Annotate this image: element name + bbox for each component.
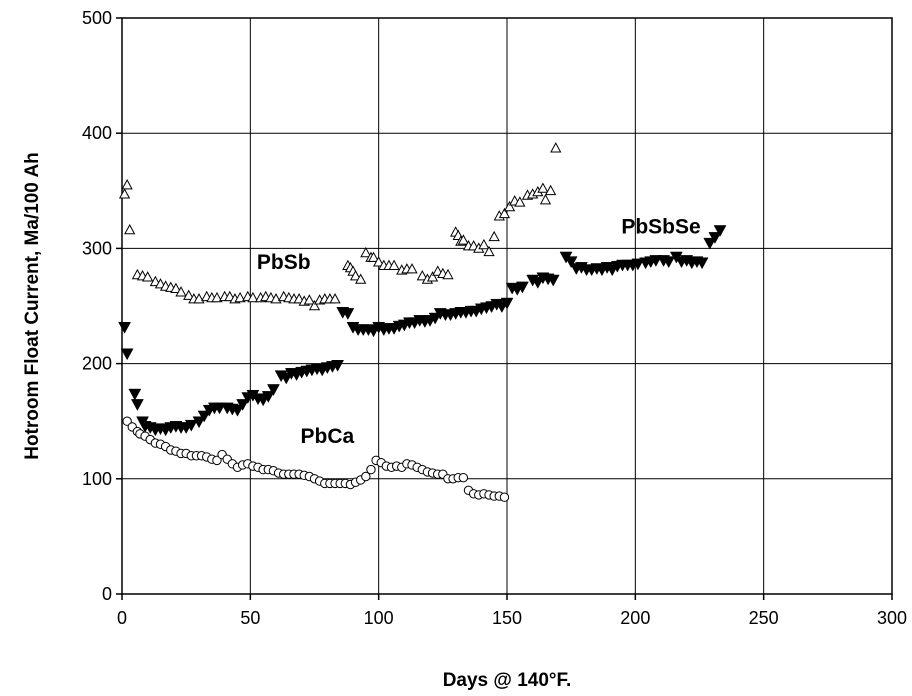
x-tick-label: 300 xyxy=(877,608,907,628)
data-point-pbsb xyxy=(118,188,131,199)
series-label-pbsb: PbSb xyxy=(257,251,311,274)
data-point-pbsb xyxy=(406,263,418,274)
data-point-pbsb xyxy=(539,193,552,205)
data-point-pbsb xyxy=(367,251,380,262)
data-point-pbsb xyxy=(426,271,439,282)
x-tick-label: 100 xyxy=(364,608,394,628)
data-point-pbca xyxy=(366,464,376,475)
data-point-pbsb xyxy=(211,291,223,303)
series-pbsb xyxy=(118,142,562,311)
data-point-pbsb xyxy=(416,270,428,281)
data-point-pbsbse xyxy=(236,399,250,411)
data-point-pbca xyxy=(122,416,132,426)
data-point-pbsbse xyxy=(231,404,244,417)
series-labels: PbSb PbSbSe PbCa xyxy=(257,215,701,448)
data-point-pbsb xyxy=(478,238,490,250)
data-point-pbca xyxy=(361,471,371,482)
y-tick-label: 400 xyxy=(82,123,112,143)
data-point-pbsbse xyxy=(130,399,144,411)
x-tick-label: 150 xyxy=(492,608,522,628)
x-tick-label: 50 xyxy=(240,608,260,628)
data-point-pbsb xyxy=(457,234,470,245)
data-point-pbsbse xyxy=(184,419,198,432)
data-point-pbca xyxy=(458,472,469,483)
y-tick-label: 100 xyxy=(82,469,112,489)
data-point-pbsb xyxy=(373,256,385,267)
data-point-pbsb xyxy=(488,230,500,242)
data-point-pbsbse xyxy=(631,258,645,271)
series-pbca xyxy=(122,416,510,502)
data-point-pbsbse xyxy=(713,225,727,237)
data-point-pbsbse xyxy=(546,274,560,287)
data-point-pbsbse xyxy=(331,360,345,372)
data-point-pbsb xyxy=(514,196,526,207)
y-tick-label: 200 xyxy=(82,354,112,374)
series-pbsbse xyxy=(118,225,727,437)
data-point-pbsb xyxy=(442,268,454,280)
data-point-pbsbse xyxy=(703,237,717,250)
data-point-pbsb xyxy=(175,286,187,297)
data-point-pbsbse xyxy=(120,348,134,361)
data-point-pbsbse xyxy=(500,297,514,310)
data-point-pbsb xyxy=(498,207,511,219)
data-point-pbsb xyxy=(537,182,549,193)
data-point-pbsbse xyxy=(118,321,131,334)
data-point-pbsb xyxy=(121,178,133,190)
x-tick-label: 200 xyxy=(620,608,650,628)
data-point-pbsb xyxy=(360,246,372,258)
data-point-pbsbse xyxy=(515,281,529,294)
x-tick-label: 0 xyxy=(117,608,127,628)
y-tick-label: 0 xyxy=(102,584,112,604)
data-point-pbsbse xyxy=(192,416,206,429)
data-point-pbsb xyxy=(247,291,259,303)
data-point-pbsb xyxy=(170,282,182,294)
data-point-pbsb xyxy=(329,293,341,304)
data-point-pbsbse xyxy=(708,232,722,244)
data-point-pbsbse xyxy=(261,391,275,403)
data-markers xyxy=(118,142,727,502)
data-point-pbsb xyxy=(550,142,562,153)
data-point-pbca xyxy=(212,455,222,466)
data-point-pbsb xyxy=(303,294,316,305)
data-point-pbsbse xyxy=(564,256,578,269)
data-point-pbsb xyxy=(503,200,516,212)
data-point-pbsb xyxy=(483,245,495,257)
grid-lines xyxy=(122,18,892,594)
data-point-pbsbse xyxy=(341,308,355,320)
data-point-pbsb xyxy=(544,184,557,196)
y-axis-title: Hotroom Float Current, Ma/100 Ah xyxy=(22,152,43,460)
data-point-pbsb xyxy=(355,273,367,284)
series-label-pbsbse: PbSbSe xyxy=(621,215,700,238)
data-point-pbsb xyxy=(234,291,246,303)
data-point-pbsb xyxy=(349,270,362,281)
y-axis-ticks: 0 100 200 300 400 500 xyxy=(82,8,122,604)
x-axis-title: Days @ 140°F. xyxy=(443,670,572,691)
data-point-pbsb xyxy=(124,223,136,235)
data-point-pbca xyxy=(499,492,510,502)
data-point-pbsbse xyxy=(662,256,676,269)
data-point-pbsb xyxy=(183,289,195,300)
data-point-pbsbse xyxy=(197,410,211,423)
data-point-pbsb xyxy=(142,271,154,282)
data-point-pbsb xyxy=(308,299,321,311)
x-tick-label: 250 xyxy=(749,608,779,628)
series-label-pbca: PbCa xyxy=(300,425,354,448)
data-point-pbsbse xyxy=(267,384,280,396)
data-point-pbsbse xyxy=(695,257,709,270)
x-axis-ticks: 0 50 100 150 200 250 300 xyxy=(117,594,907,628)
data-point-pbsb xyxy=(388,259,400,270)
data-point-pbsbse xyxy=(128,388,142,401)
y-tick-label: 300 xyxy=(82,238,112,258)
y-tick-label: 500 xyxy=(82,8,112,28)
